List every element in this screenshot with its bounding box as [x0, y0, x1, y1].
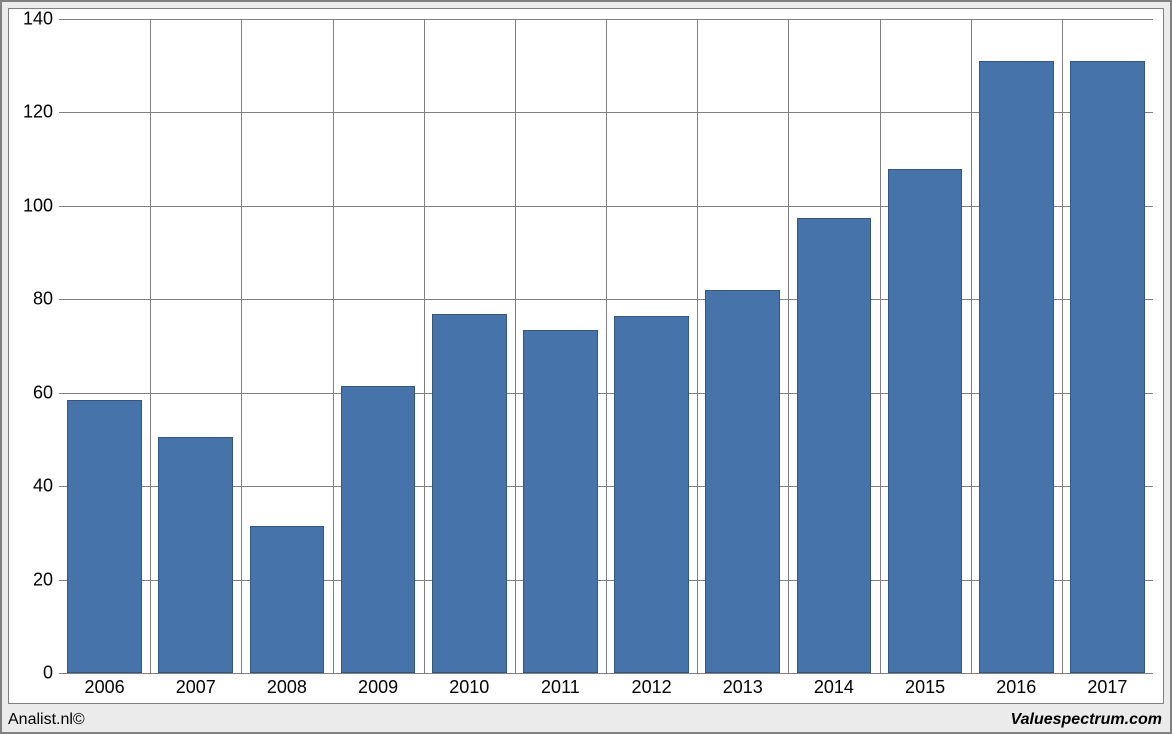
- gridline-v: [150, 19, 151, 673]
- x-tick-label: 2013: [723, 673, 763, 698]
- x-tick-label: 2011: [541, 673, 580, 698]
- y-tick-label: 20: [33, 569, 59, 590]
- bar: [705, 290, 780, 673]
- x-tick-label: 2010: [449, 673, 489, 698]
- x-tick-label: 2017: [1087, 673, 1127, 698]
- y-tick-label: 100: [23, 195, 59, 216]
- gridline-v: [515, 19, 516, 673]
- gridline-v: [697, 19, 698, 673]
- bar: [523, 330, 598, 673]
- y-tick-label: 80: [33, 289, 59, 310]
- chart-frame: 0 20 40 60 80 100 120 140 2006 2007 2008 2009 2010 20…: [0, 0, 1172, 734]
- bar: [432, 314, 507, 673]
- x-tick-label: 2016: [996, 673, 1036, 698]
- gridline-v: [880, 19, 881, 673]
- gridline-v: [1062, 19, 1063, 673]
- x-tick-label: 2014: [814, 673, 854, 698]
- bar: [67, 400, 142, 673]
- bar: [614, 316, 689, 673]
- y-tick-label: 0: [43, 663, 59, 684]
- gridline-v: [424, 19, 425, 673]
- gridline-v: [606, 19, 607, 673]
- gridline-v: [788, 19, 789, 673]
- y-tick-label: 40: [33, 476, 59, 497]
- x-tick-label: 2009: [358, 673, 398, 698]
- gridline-v: [241, 19, 242, 673]
- y-tick-label: 120: [23, 102, 59, 123]
- bar: [341, 386, 416, 673]
- bar: [979, 61, 1054, 673]
- plot-area: 0204060801001201402006200720082009201020…: [59, 19, 1153, 673]
- bar: [888, 169, 963, 674]
- bar: [797, 218, 872, 673]
- footer-right: Valuespectrum.com: [1011, 711, 1162, 729]
- y-tick-label: 60: [33, 382, 59, 403]
- bar: [1070, 61, 1145, 673]
- gridline-v: [333, 19, 334, 673]
- x-tick-label: 2008: [267, 673, 307, 698]
- axis-baseline: [59, 673, 1153, 674]
- bar: [250, 526, 325, 673]
- footer-left: Analist.nl©: [8, 711, 85, 729]
- x-tick-label: 2007: [176, 673, 216, 698]
- bar: [158, 437, 233, 673]
- x-tick-label: 2006: [85, 673, 125, 698]
- gridline-v: [971, 19, 972, 673]
- plot-wrap: 0 20 40 60 80 100 120 140 2006 2007 2008 2009 2010 20…: [8, 8, 1164, 704]
- x-tick-label: 2015: [905, 673, 945, 698]
- y-tick-label: 140: [23, 9, 59, 30]
- x-tick-label: 2012: [632, 673, 672, 698]
